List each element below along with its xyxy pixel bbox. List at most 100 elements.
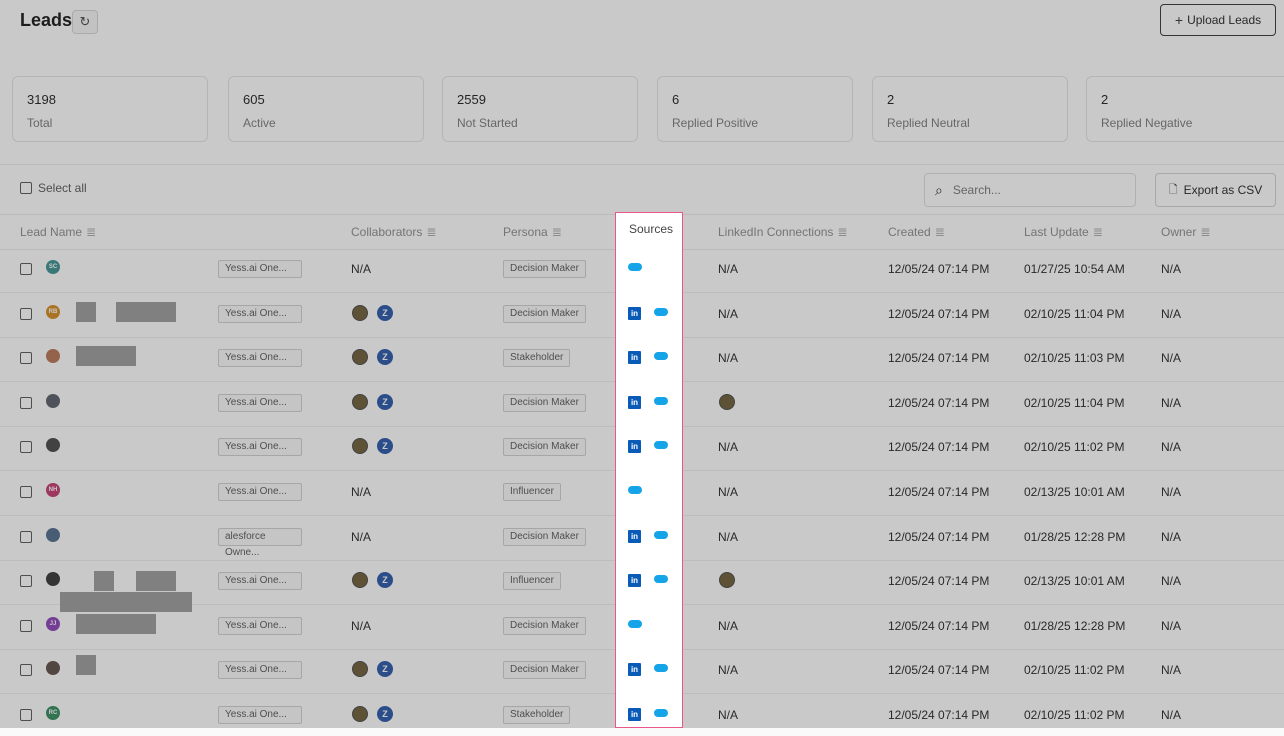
col-owner[interactable]: Owner ≣ — [1161, 225, 1210, 239]
row-checkbox[interactable] — [20, 664, 32, 677]
list-tag: Yess.ai One... — [218, 304, 302, 323]
salesforce-icon[interactable] — [654, 530, 668, 539]
row-checkbox[interactable] — [20, 396, 32, 409]
collaborator-avatar[interactable] — [352, 393, 368, 410]
row-checkbox[interactable] — [20, 263, 32, 275]
table-row[interactable]: RC Yess.ai One... Z Stakeholder in N/A 12/05/2… — [0, 694, 1284, 728]
search-input[interactable] — [950, 182, 1115, 198]
filter-icon[interactable]: ≣ — [1092, 225, 1103, 239]
table-toolbar: Select all ⌕ 🗋 Export as CSV — [0, 164, 1284, 215]
collaborator-avatar[interactable] — [352, 572, 368, 589]
collaborator-avatar-z[interactable]: Z — [377, 349, 393, 366]
list-tag: Yess.ai One... — [218, 393, 302, 412]
row-checkbox[interactable] — [20, 619, 32, 632]
avatar — [46, 572, 60, 587]
filter-icon[interactable]: ≣ — [934, 225, 945, 239]
stat-card-replied-negative[interactable]: 2 Replied Negative — [1086, 76, 1284, 142]
connection-avatar[interactable] — [719, 572, 735, 589]
sources-column-spotlight: Sources in in in in in in in in — [615, 212, 683, 728]
col-collaborators[interactable]: Collaborators ≣ — [351, 225, 436, 239]
salesforce-icon[interactable] — [628, 619, 642, 628]
collaborator-avatar[interactable] — [352, 304, 368, 321]
col-label: Lead Name — [20, 225, 83, 239]
collaborator-avatar[interactable] — [352, 438, 368, 455]
linkedin-icon[interactable]: in — [628, 351, 641, 365]
salesforce-icon[interactable] — [654, 352, 668, 361]
salesforce-icon[interactable] — [654, 575, 668, 584]
col-label: Last Update — [1024, 225, 1089, 239]
row-checkbox[interactable] — [20, 709, 32, 721]
filter-icon[interactable]: ≣ — [837, 225, 848, 239]
collaborator-avatar-z[interactable]: Z — [377, 661, 393, 678]
connection-avatar[interactable] — [719, 393, 735, 410]
stat-card-replied-positive[interactable]: 6 Replied Positive — [657, 76, 853, 142]
col-created[interactable]: Created ≣ — [888, 225, 945, 239]
filter-icon[interactable]: ≣ — [1200, 225, 1211, 239]
select-all-checkbox[interactable] — [20, 182, 32, 194]
upload-leads-label: Upload Leads — [1187, 13, 1262, 27]
linkedin-icon[interactable]: in — [628, 306, 641, 320]
linkedin-icon[interactable]: in — [628, 529, 641, 543]
linkedin-icon[interactable]: in — [628, 663, 641, 677]
col-persona[interactable]: Persona ≣ — [503, 225, 562, 239]
redacted-name — [76, 655, 96, 675]
row-checkbox[interactable] — [20, 530, 32, 543]
created-date: 12/05/24 07:14 PM — [888, 395, 990, 410]
col-lead-name[interactable]: Lead Name ≣ — [20, 225, 96, 239]
owner: N/A — [1161, 395, 1182, 410]
col-label: Sources — [629, 222, 674, 236]
refresh-icon[interactable]: ↻ — [72, 10, 98, 34]
list-tag: Yess.ai One... — [218, 483, 302, 501]
row-checkbox[interactable] — [20, 441, 32, 454]
collaborator-avatar-z[interactable]: Z — [377, 572, 393, 589]
collaborator-avatar[interactable] — [352, 706, 368, 722]
table-row[interactable]: Yess.ai One... Z Decision Maker in 12/05/24 … — [0, 382, 1284, 427]
salesforce-icon[interactable] — [654, 664, 668, 673]
stat-card-active[interactable]: 605 Active — [228, 76, 424, 142]
export-csv-label: Export as CSV — [1183, 183, 1263, 197]
linkedin-icon[interactable]: in — [628, 440, 641, 454]
filter-icon[interactable]: ≣ — [551, 225, 562, 239]
col-sources[interactable]: Sources — [629, 222, 673, 236]
collaborator-avatar-z[interactable]: Z — [377, 706, 393, 722]
collaborator-avatar[interactable] — [352, 661, 368, 678]
collaborator-avatar-z[interactable]: Z — [377, 393, 393, 410]
row-checkbox[interactable] — [20, 352, 32, 365]
collaborator-avatar-z[interactable]: Z — [377, 438, 393, 455]
upload-leads-button[interactable]: + Upload Leads — [1160, 4, 1276, 36]
linkedin-icon[interactable]: in — [628, 574, 641, 588]
salesforce-icon[interactable] — [628, 263, 642, 271]
filter-icon[interactable]: ≣ — [86, 225, 97, 239]
created-date: 12/05/24 07:14 PM — [888, 618, 990, 633]
created-date: 12/05/24 07:14 PM — [888, 663, 990, 678]
salesforce-icon[interactable] — [628, 486, 642, 494]
salesforce-icon[interactable] — [654, 307, 668, 316]
filter-icon[interactable]: ≣ — [426, 225, 437, 239]
select-all[interactable]: Select all — [20, 181, 87, 195]
export-csv-button[interactable]: 🗋 Export as CSV — [1155, 173, 1276, 207]
row-checkbox[interactable] — [20, 307, 32, 320]
stat-card-replied-neutral[interactable]: 2 Replied Neutral — [872, 76, 1068, 142]
table-row[interactable]: Yess.ai One... Z Stakeholder in N/A 12/05/24 … — [0, 337, 1284, 383]
col-linkedin-connections[interactable]: LinkedIn Connections ≣ — [718, 225, 847, 239]
last-update-date: 02/10/25 11:04 PM — [1024, 306, 1125, 321]
row-checkbox[interactable] — [20, 575, 32, 588]
stat-value: 2 — [1101, 92, 1109, 107]
linkedin-icon[interactable]: in — [628, 708, 641, 721]
salesforce-icon[interactable] — [654, 396, 668, 405]
col-last-update[interactable]: Last Update ≣ — [1024, 225, 1103, 239]
salesforce-icon[interactable] — [654, 441, 668, 450]
stat-card-not-started[interactable]: 2559 Not Started — [442, 76, 638, 142]
linkedin-icon[interactable]: in — [628, 395, 641, 409]
collaborator-avatar-z[interactable]: Z — [377, 304, 393, 321]
row-checkbox[interactable] — [20, 486, 32, 498]
owner: N/A — [1161, 663, 1182, 678]
collaborator-avatar[interactable] — [352, 349, 368, 366]
avatar — [46, 393, 60, 408]
list-tag: alesforce Owne... — [218, 527, 302, 558]
search-box[interactable]: ⌕ — [924, 173, 1136, 207]
col-label: Created — [888, 225, 931, 239]
stat-card-total[interactable]: 3198 Total — [12, 76, 208, 142]
salesforce-icon[interactable] — [654, 709, 668, 717]
